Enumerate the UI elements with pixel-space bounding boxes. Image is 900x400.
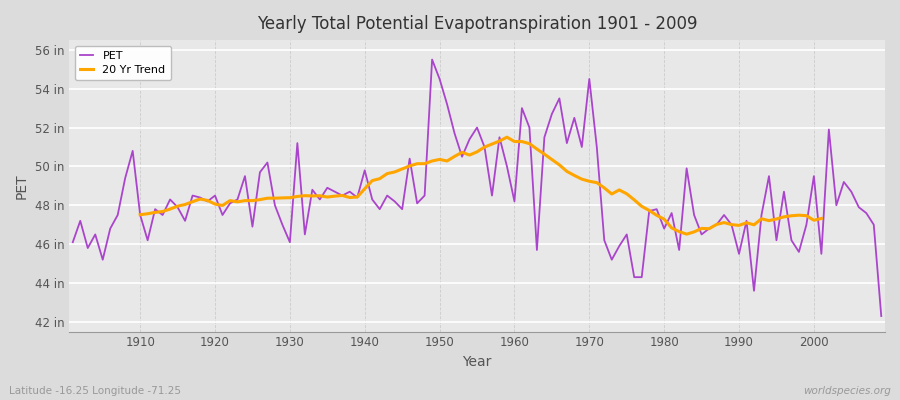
- Y-axis label: PET: PET: [15, 173, 29, 199]
- 20 Yr Trend: [135, 212, 146, 217]
- 20 Yr Trend: [546, 157, 557, 162]
- 20 Yr Trend: [816, 216, 827, 221]
- PET: [127, 148, 138, 153]
- Title: Yearly Total Potential Evapotranspiration 1901 - 2009: Yearly Total Potential Evapotranspiratio…: [256, 15, 698, 33]
- Legend: PET, 20 Yr Trend: PET, 20 Yr Trend: [75, 46, 171, 80]
- 20 Yr Trend: [681, 232, 692, 236]
- PET: [68, 240, 78, 244]
- PET: [607, 257, 617, 262]
- PET: [337, 193, 347, 198]
- PET: [427, 57, 437, 62]
- 20 Yr Trend: [644, 208, 654, 213]
- 20 Yr Trend: [501, 135, 512, 140]
- Text: worldspecies.org: worldspecies.org: [803, 386, 891, 396]
- 20 Yr Trend: [697, 226, 707, 231]
- Text: Latitude -16.25 Longitude -71.25: Latitude -16.25 Longitude -71.25: [9, 386, 181, 396]
- PET: [517, 106, 527, 110]
- PET: [876, 314, 886, 318]
- PET: [509, 199, 520, 204]
- Line: PET: PET: [73, 60, 881, 316]
- 20 Yr Trend: [719, 220, 730, 225]
- 20 Yr Trend: [674, 229, 685, 234]
- X-axis label: Year: Year: [463, 355, 491, 369]
- 20 Yr Trend: [688, 230, 699, 234]
- PET: [292, 141, 302, 146]
- Line: 20 Yr Trend: 20 Yr Trend: [140, 137, 822, 234]
